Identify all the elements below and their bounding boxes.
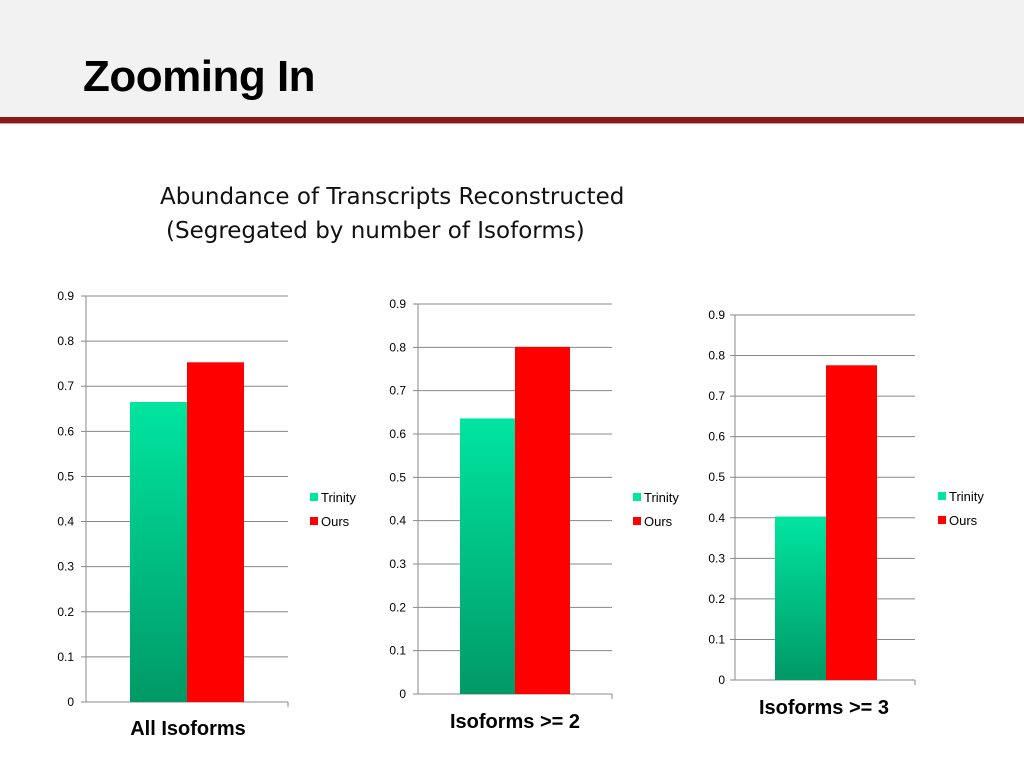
- y-tick-label: 0.8: [708, 349, 725, 363]
- y-tick-label: 0.1: [389, 644, 406, 658]
- legend-swatch-trinity: [633, 493, 641, 501]
- y-tick-label: 0.1: [708, 632, 725, 646]
- y-tick-label: 0.3: [57, 560, 74, 574]
- title-rule: [0, 117, 1024, 123]
- y-tick-label: 0.9: [57, 289, 74, 303]
- y-tick-label: 0.4: [57, 515, 74, 529]
- legend-label-trinity: Trinity: [321, 490, 356, 505]
- y-tick-label: 0.7: [389, 384, 406, 398]
- y-tick-label: 0.5: [57, 469, 74, 483]
- y-tick-label: 0.7: [57, 379, 74, 393]
- bar-ours: [826, 365, 877, 680]
- x-axis-label: Isoforms >= 2: [450, 711, 580, 733]
- y-tick-label: 0.4: [389, 514, 406, 528]
- y-tick-label: 0.6: [708, 430, 725, 444]
- y-tick-label: 0.5: [389, 470, 406, 484]
- bar-ours: [187, 362, 244, 702]
- y-tick-label: 0.5: [708, 470, 725, 484]
- y-tick-label: 0.6: [57, 424, 74, 438]
- chart-group-title: Abundance of Transcripts Reconstructed (…: [140, 180, 660, 248]
- legend-label-trinity: Trinity: [949, 489, 984, 504]
- y-tick-label: 0.3: [708, 551, 725, 565]
- slide-header: [0, 0, 1024, 120]
- legend-swatch-trinity: [310, 493, 318, 501]
- bar-ours: [515, 346, 570, 694]
- y-tick-label: 0: [399, 687, 406, 701]
- y-tick-label: 0.3: [389, 557, 406, 571]
- slide-title: Zooming In: [83, 52, 316, 101]
- bar-trinity: [460, 418, 515, 694]
- legend-label-ours: Ours: [949, 513, 978, 528]
- y-tick-label: 0.6: [389, 427, 406, 441]
- y-tick-label: 0.8: [389, 340, 406, 354]
- y-tick-label: 0.2: [57, 605, 74, 619]
- legend-swatch-ours: [938, 516, 946, 524]
- y-tick-label: 0.4: [708, 511, 725, 525]
- y-tick-label: 0.9: [389, 297, 406, 311]
- legend-swatch-ours: [310, 517, 318, 525]
- bar-trinity: [130, 402, 187, 702]
- legend-label-trinity: Trinity: [644, 490, 679, 505]
- subtitle-line-2: (Segregated by number of Isoforms): [166, 218, 585, 244]
- y-tick-label: 0.8: [57, 334, 74, 348]
- y-tick-label: 0: [67, 695, 74, 709]
- y-tick-label: 0.2: [708, 592, 725, 606]
- legend-label-ours: Ours: [321, 514, 350, 529]
- y-tick-label: 0.2: [389, 600, 406, 614]
- bar-trinity: [775, 516, 826, 680]
- x-axis-label: Isoforms >= 3: [759, 697, 889, 719]
- legend-swatch-trinity: [938, 492, 946, 500]
- x-axis-label: All Isoforms: [130, 718, 246, 740]
- y-tick-label: 0.9: [708, 308, 725, 322]
- legend-label-ours: Ours: [644, 514, 673, 529]
- y-tick-label: 0: [718, 673, 725, 687]
- legend-swatch-ours: [633, 517, 641, 525]
- title-rule-shadow: [0, 123, 1024, 124]
- y-tick-label: 0.7: [708, 389, 725, 403]
- y-tick-label: 0.1: [57, 650, 74, 664]
- subtitle-line-1: Abundance of Transcripts Reconstructed: [160, 184, 625, 210]
